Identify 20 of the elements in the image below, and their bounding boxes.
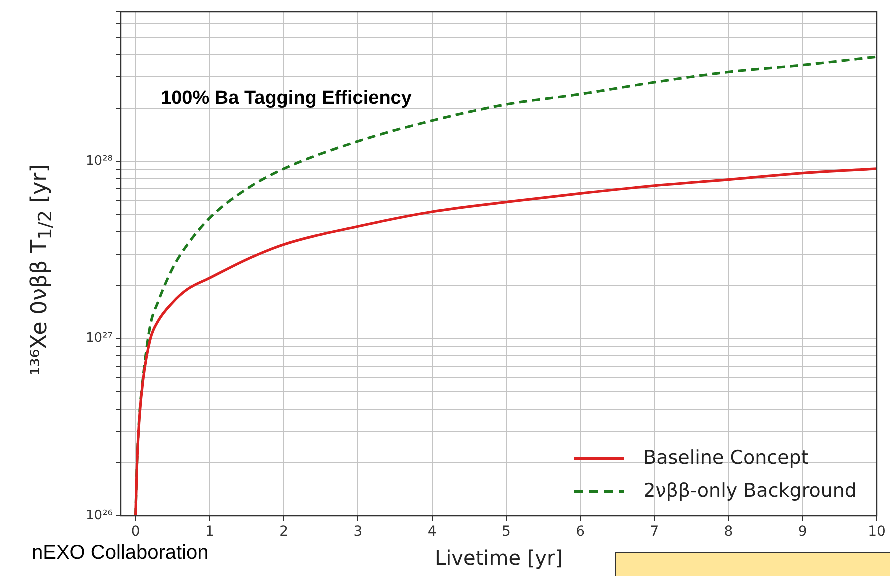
x-tick-label: 5	[502, 524, 511, 540]
x-tick-label: 9	[798, 524, 808, 540]
x-tick-label: 2	[280, 524, 289, 540]
text: nEXO Collaboration	[32, 542, 209, 565]
x-tick-label: 3	[354, 524, 363, 540]
line-series	[134, 168, 877, 516]
x-tick-label: 7	[650, 524, 660, 540]
y-tick-label: 10²⁶	[86, 508, 113, 524]
y-tick-label: 10²⁷	[86, 331, 113, 346]
x-tick-label: 0	[131, 524, 140, 540]
x-axis-title: Livetime [yr]	[434, 546, 564, 570]
x-tick-label: 1	[205, 524, 214, 540]
annotation: 100% Ba Tagging Efficiency	[161, 88, 412, 110]
legend-label: 2νββ-only Background	[644, 479, 857, 504]
x-tick-label: 8	[724, 524, 734, 540]
legend-label: Baseline Concept	[644, 446, 809, 471]
x-tick-label: 4	[428, 524, 437, 540]
x-tick-label: 10	[868, 524, 886, 540]
x-tick-label: 6	[576, 524, 586, 540]
y-tick-label: 10²⁸	[86, 154, 113, 170]
